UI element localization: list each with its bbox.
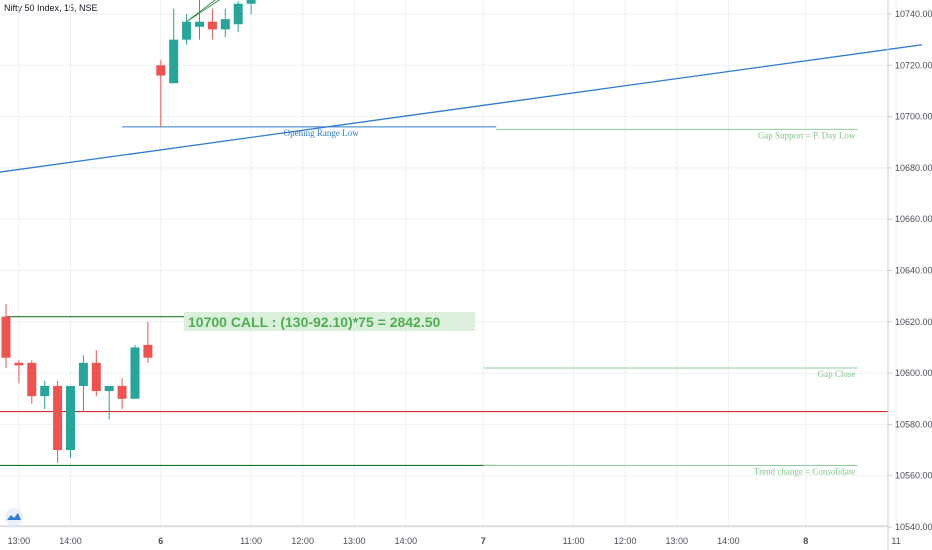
candle-body xyxy=(169,39,179,84)
x-tick-label: 11 xyxy=(891,536,900,546)
result-text: 10700 CALL : (130-92.10)*75 = 2842.50 xyxy=(188,314,441,330)
trendline xyxy=(0,44,922,173)
candle xyxy=(27,360,37,404)
result-banner: 10700 CALL : (130-92.10)*75 = 2842.50 xyxy=(184,312,475,331)
candle xyxy=(40,380,50,410)
candle xyxy=(195,0,204,40)
candle xyxy=(117,378,127,410)
candle xyxy=(207,8,217,40)
candle xyxy=(1,303,11,368)
y-tick-label: 10700.00 xyxy=(895,112,932,122)
y-tick-label: 10640.00 xyxy=(895,266,932,276)
x-tick-label: 11:00 xyxy=(563,536,585,546)
x-tick-label: 14:00 xyxy=(59,536,82,546)
candle xyxy=(182,14,192,45)
level-lines: Previous Day High 10800Opening Range Hig… xyxy=(0,44,922,476)
candle xyxy=(143,321,153,363)
candle-body xyxy=(66,385,75,451)
chart-title: Nifty 50 Index, 15, NSE xyxy=(4,3,98,13)
y-tick-label: 10660.00 xyxy=(895,214,932,224)
candle xyxy=(220,8,230,38)
x-tick-label: 7 xyxy=(481,536,486,546)
candle-body xyxy=(78,362,88,386)
candle-body xyxy=(246,0,256,4)
candle-body xyxy=(91,362,101,392)
result-banner-bg xyxy=(184,312,475,331)
x-tick-label: 14:00 xyxy=(717,536,740,546)
candle xyxy=(169,8,179,84)
candle-body xyxy=(40,385,50,397)
callout: 10700 CALL Buy @ 92.10 xyxy=(186,0,221,23)
x-tick-label: 12:00 xyxy=(291,536,314,546)
candle xyxy=(130,344,140,399)
candles xyxy=(1,0,256,463)
candle xyxy=(78,355,88,412)
candle xyxy=(233,1,243,32)
y-tick-label: 10540.00 xyxy=(895,522,932,532)
candle xyxy=(53,380,63,463)
x-tick-label: 8 xyxy=(803,536,808,546)
candle xyxy=(91,350,101,397)
callout-pointer xyxy=(186,0,221,23)
y-tick-label: 10680.00 xyxy=(895,163,932,173)
x-tick-label: 13:00 xyxy=(8,536,31,546)
candle xyxy=(104,385,114,420)
candle-body xyxy=(195,21,204,27)
candle-body xyxy=(14,362,24,366)
x-tick-label: 13:00 xyxy=(666,536,689,546)
x-tick-label: 12:00 xyxy=(614,536,637,546)
candle-body xyxy=(117,385,127,399)
candle-body xyxy=(143,344,153,358)
annotations: 10700 CALL Sell @ 13010700 CALL Buy @ 92… xyxy=(184,0,475,331)
candle-body xyxy=(53,385,63,451)
candle xyxy=(66,385,75,458)
level-label: Trend change = Consolidate xyxy=(754,466,855,476)
x-tick-label: 13:00 xyxy=(343,536,366,546)
level-label: Opening Range Low xyxy=(284,128,359,138)
level-label: Gap Close xyxy=(818,369,856,379)
candle-body xyxy=(104,385,114,392)
candle xyxy=(246,0,256,14)
grid xyxy=(0,0,897,528)
y-tick-label: 10740.00 xyxy=(895,9,932,19)
candle xyxy=(156,60,166,127)
candle-body xyxy=(156,65,166,76)
level-label: Gap Support = P. Day Low xyxy=(758,130,856,140)
candle-body xyxy=(130,347,140,399)
y-tick-label: 10580.00 xyxy=(895,419,932,429)
x-tick-label: 6 xyxy=(158,536,163,546)
tradingview-logo-icon[interactable] xyxy=(5,508,23,526)
y-tick-label: 10560.00 xyxy=(895,471,932,481)
candle-body xyxy=(220,19,230,30)
x-tick-label: 11:00 xyxy=(240,536,262,546)
candle-body xyxy=(182,21,192,40)
candle-body xyxy=(1,316,11,358)
candle-body xyxy=(27,362,37,397)
candle-body xyxy=(207,21,217,30)
candle xyxy=(14,360,24,384)
y-tick-label: 10620.00 xyxy=(895,317,932,327)
candle-body xyxy=(233,3,243,25)
x-tick-label: 14:00 xyxy=(395,536,418,546)
y-tick-label: 10600.00 xyxy=(895,368,932,378)
y-tick-label: 10720.00 xyxy=(895,60,932,70)
